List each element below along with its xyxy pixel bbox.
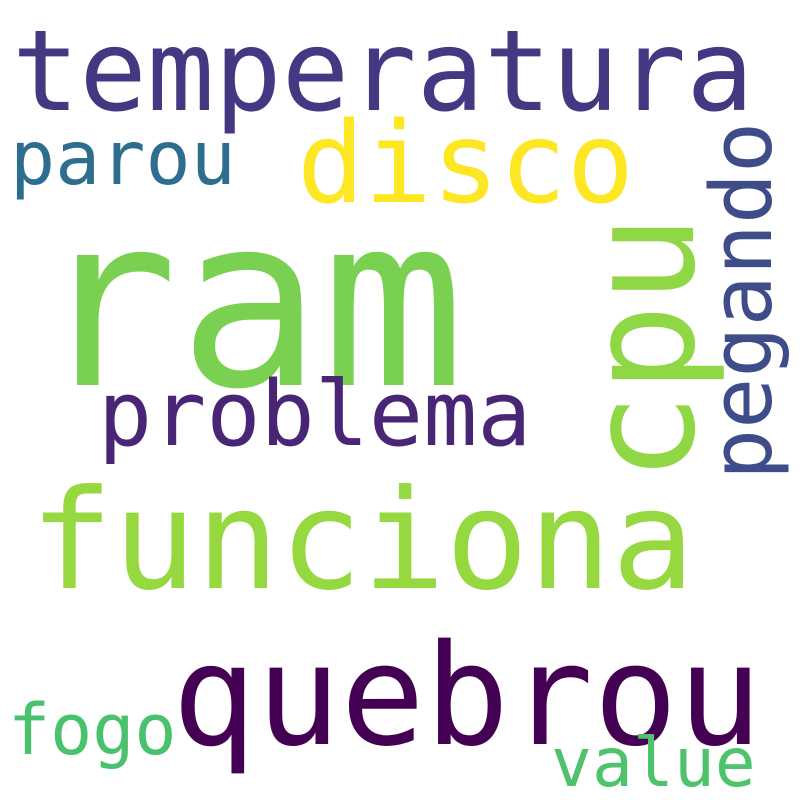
word-fogo: fogo <box>8 689 177 771</box>
word-quebrou: quebrou <box>172 615 763 778</box>
word-temperatura: temperatura <box>12 7 754 137</box>
word-value: value <box>551 724 756 800</box>
word-problema: problema <box>98 362 532 467</box>
word-ram: ram <box>35 165 465 442</box>
word-pegando: pegando <box>693 121 792 480</box>
word-funciona: funciona <box>30 460 695 621</box>
word-disco: disco <box>297 99 635 229</box>
word-parou: parou <box>10 114 236 202</box>
